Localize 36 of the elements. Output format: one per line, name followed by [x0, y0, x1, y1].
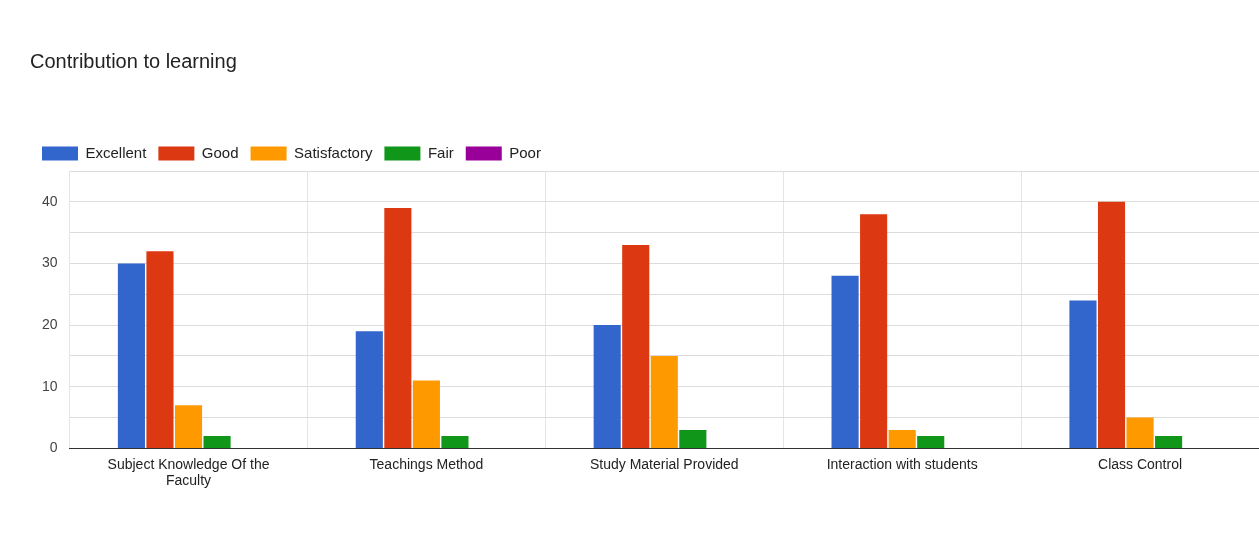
y-tick-label: 20	[41, 315, 58, 332]
bar	[1097, 201, 1126, 448]
bar	[917, 436, 945, 448]
bar	[622, 244, 650, 448]
legend-label: Fair	[427, 143, 454, 161]
y-tick-label: 10	[41, 377, 58, 394]
x-tick-label: Teachings Method	[369, 455, 484, 472]
x-tick-label: Subject Knowledge Of the Faculty	[107, 455, 270, 489]
bar	[1126, 417, 1154, 448]
x-tick-label: Study Material Provided	[589, 455, 739, 472]
x-tick-label: Interaction with students	[826, 455, 978, 472]
bar	[384, 207, 412, 448]
bar	[650, 355, 678, 448]
bar	[860, 214, 888, 448]
y-tick-label: 40	[41, 192, 58, 209]
bar	[1069, 300, 1097, 448]
legend-label: Poor	[509, 143, 541, 161]
bar	[412, 380, 440, 448]
y-tick-label: 0	[49, 439, 58, 456]
bar	[888, 429, 916, 448]
bar	[117, 263, 145, 448]
x-tick-label: Class Control	[1098, 455, 1183, 472]
bar	[441, 436, 469, 448]
bar	[174, 405, 203, 448]
bar	[355, 331, 383, 448]
legend-label: Excellent	[85, 143, 148, 161]
bar	[679, 429, 707, 448]
chart-title: Contribution to learning	[30, 49, 237, 72]
legend-label: Good	[201, 143, 239, 161]
y-tick-label: 30	[41, 254, 58, 271]
bar	[831, 275, 859, 448]
bar	[146, 251, 174, 448]
legend-label: Satisfactory	[294, 143, 373, 161]
bar	[593, 325, 621, 448]
bar	[203, 436, 231, 448]
bar	[1155, 436, 1183, 448]
